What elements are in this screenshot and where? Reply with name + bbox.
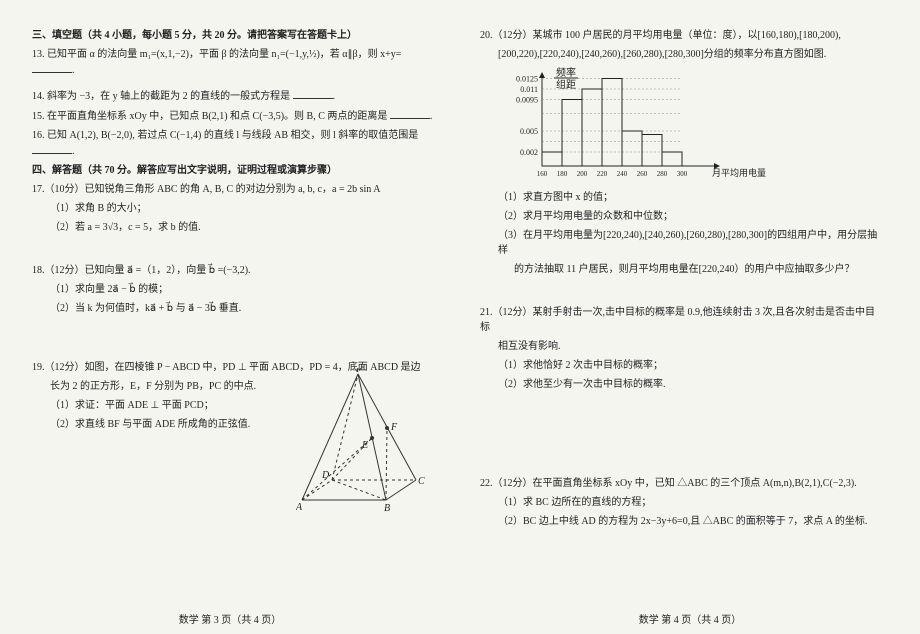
blank [32,143,72,154]
page-footer-left: 数学 第 3 页（共 4 页） [0,611,460,626]
label-D: D [321,470,330,481]
q18: 18.（12分）已知向量 a⃗ =（1，2），向量 b⃗ =(−3,2). [32,263,436,278]
q14: 14. 斜率为 −3，在 y 轴上的截距为 2 的直线的一般式方程是 . [32,88,436,104]
q21: 21.（12分）某射手射击一次,击中目标的概率是 0.9,他连续射击 3 次,且… [480,305,884,335]
svg-text:0.011: 0.011 [520,85,538,94]
q20: 20.（12分）某城市 100 户居民的月平均用电量（单位：度），以[160,1… [480,28,884,43]
q20-2: （2）求月平均用电量的众数和中位数； [480,209,884,224]
q20-1: （1）求直方图中 x 的值； [480,190,884,205]
label-P: P [355,368,362,375]
section-ans-title: 四、解答题（共 70 分。解答应写出文字说明，证明过程或演算步骤） [32,163,436,178]
svg-text:260: 260 [637,170,648,178]
q20b: [200,220),[220,240),[240,260),[260,280),… [480,47,884,62]
svg-text:240: 240 [617,170,628,178]
q17-2: （2）若 a = 3√3，c = 5，求 b 的值. [32,220,436,235]
page-left: 三、填空题（共 4 小题，每小题 5 分，共 20 分。请把答案写在答题卡上） … [0,0,460,634]
svg-text:0.0095: 0.0095 [516,96,538,105]
q18-1: （1）求向量 2a⃗ − b⃗ 的模； [32,282,436,297]
q16: 16. 已知 A(1,2), B(−2,0), 若过点 C(−1,4) 的直线 … [32,128,436,159]
section-fill-title: 三、填空题（共 4 小题，每小题 5 分，共 20 分。请把答案写在答题卡上） [32,28,436,43]
svg-text:300: 300 [677,170,688,178]
q21-1: （1）求他恰好 2 次击中目标的概率； [480,358,884,373]
svg-text:220: 220 [597,170,608,178]
q22: 22.（12分）在平面直角坐标系 xOy 中，已知 △ABC 的三个顶点 A(m… [480,476,884,491]
q20-3b: 的方法抽取 11 户居民，则月平均用电量在[220,240）的用户中应抽取多少户… [480,262,884,277]
histogram-svg: 频率组距0.01250.0110.00950.0050.002160180200… [498,66,778,186]
q17-1: （1）求角 B 的大小； [32,201,436,216]
pyramid-figure: A B C D P E F [296,368,436,518]
label-F: F [390,422,398,433]
svg-text:160: 160 [537,170,548,178]
q20-3a: （3）在月平均用电量为[220,240),[240,260),[260,280)… [480,228,884,258]
q13: 13. 已知平面 α 的法向量 m₁=(x,1,−2)，平面 β 的法向量 n₁… [32,47,436,78]
q17: 17.（10分）已知锐角三角形 ABC 的角 A, B, C 的对边分别为 a,… [32,182,436,197]
blank [32,62,72,73]
label-A: A [296,502,303,513]
q22-2: （2）BC 边上中线 AD 的方程为 2x−3y+6=0,且 △ABC 的面积等… [480,514,884,529]
svg-text:180: 180 [557,170,568,178]
label-C: C [418,476,425,487]
q18-2: （2）当 k 为何值时，ka⃗ + b⃗ 与 a⃗ − 3b⃗ 垂直. [32,301,436,316]
svg-text:280: 280 [657,170,668,178]
svg-text:200: 200 [577,170,588,178]
q15: 15. 在平面直角坐标系 xOy 中，已知点 B(2,1) 和点 C(−3,5)… [32,108,436,124]
q21-2: （2）求他至少有一次击中目标的概率. [480,377,884,392]
svg-text:0.005: 0.005 [520,127,538,136]
q21b: 相互没有影响. [480,339,884,354]
svg-text:频率: 频率 [556,66,576,79]
q19-block: 19.（12分）如图，在四棱锥 P − ABCD 中，PD ⊥ 平面 ABCD，… [32,360,436,432]
svg-text:0.0125: 0.0125 [516,75,538,84]
q22-1: （1）求 BC 边所在的直线的方程； [480,495,884,510]
page-right: 20.（12分）某城市 100 户居民的月平均用电量（单位：度），以[160,1… [460,0,920,634]
histogram: 频率组距0.01250.0110.00950.0050.002160180200… [498,66,884,186]
blank [293,88,333,99]
svg-text:0.002: 0.002 [520,148,538,157]
label-B: B [384,503,390,514]
label-E: E [361,440,368,451]
svg-text:月平均用电量: 月平均用电量 [712,167,766,178]
page-footer-right: 数学 第 4 页（共 4 页） [460,611,920,626]
blank [390,108,430,119]
